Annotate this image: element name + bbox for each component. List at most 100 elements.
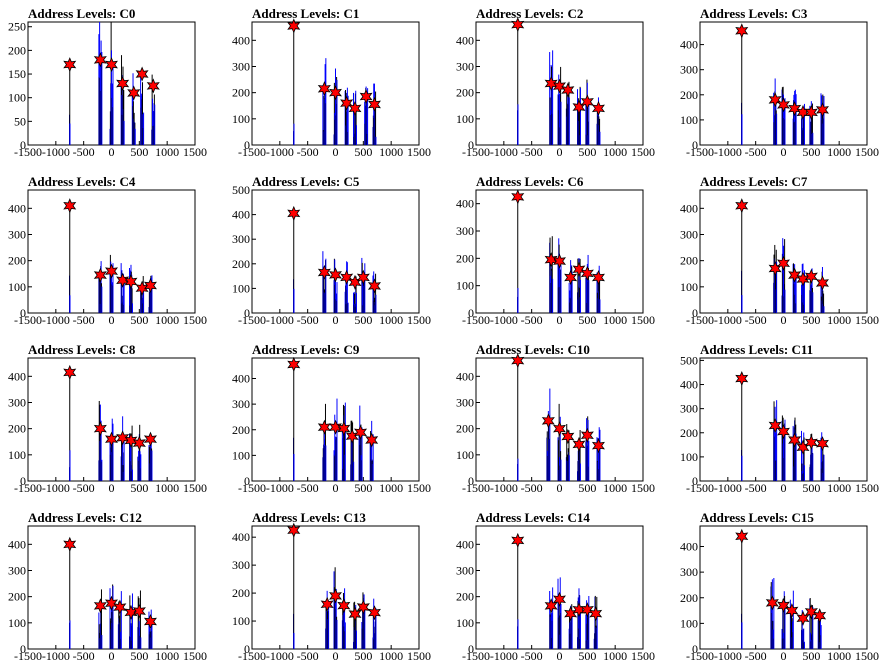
- x-tick-label: -1000: [490, 145, 518, 159]
- y-tick-label: 400: [680, 540, 698, 554]
- x-tick-label: -1500: [686, 313, 714, 327]
- histogram-plot: -1500 -1000 -500 0 500 1000 1500 0 100 200 300 400: [680, 189, 879, 327]
- peak-marker: [777, 255, 790, 271]
- x-tick-label: -1000: [266, 481, 294, 495]
- x-tick-label: 0: [781, 649, 787, 663]
- y-tick-label: 500: [680, 353, 698, 367]
- peak-marker: [367, 605, 381, 621]
- histogram-plot: -1500 -1000 -500 0 500 1000 1500 0 50 100 150 200 25…: [8, 20, 207, 159]
- peak-marker: [329, 419, 342, 435]
- peak-marker: [124, 274, 138, 290]
- panel-title: Address Levels: C3: [700, 6, 808, 21]
- x-tick-label: 1000: [827, 649, 851, 663]
- y-tick-label: 400: [680, 201, 698, 215]
- x-tick-label: 1000: [379, 649, 403, 663]
- y-tick-label: 300: [680, 63, 698, 77]
- y-tick-label: 400: [8, 201, 26, 215]
- peak-marker: [553, 421, 566, 437]
- y-tick-label: 400: [456, 33, 474, 47]
- x-tick-label: 1500: [183, 145, 207, 159]
- x-tick-label: 1000: [603, 145, 627, 159]
- histogram-plot: -1500 -1000 -500 0 500 1000 1500 0 100 200 300 400: [232, 522, 431, 663]
- peak-marker: [143, 613, 157, 630]
- y-tick-label: 100: [8, 91, 26, 105]
- peak-marker: [317, 81, 331, 97]
- y-tick-label: 200: [456, 251, 474, 265]
- histogram-plot: -1500 -1000 -500 0 500 1000 1500 0 100 200 300 400: [456, 525, 655, 663]
- peak-marker: [564, 269, 578, 286]
- peak-marker: [356, 269, 370, 285]
- x-tick-label: 0: [109, 481, 115, 495]
- x-tick-label: -1000: [42, 649, 70, 663]
- peak-marker: [804, 604, 818, 620]
- y-tick-label: 200: [232, 586, 250, 600]
- peak-marker: [143, 277, 157, 294]
- peak-marker: [135, 66, 149, 82]
- x-tick-label: 1500: [407, 145, 431, 159]
- peak-marker: [572, 602, 586, 618]
- x-tick-label: -500: [297, 481, 319, 495]
- peak-marker: [329, 588, 342, 604]
- x-tick-label: 500: [578, 649, 596, 663]
- panel-title: Address Levels: C14: [476, 510, 590, 525]
- x-tick-label: 1000: [827, 481, 851, 495]
- y-tick-label: 0: [692, 138, 698, 152]
- x-tick-label: 500: [802, 313, 820, 327]
- peak-marker: [317, 419, 331, 435]
- peak-marker: [337, 420, 351, 437]
- x-tick-label: 1500: [631, 313, 655, 327]
- y-tick-label: 150: [8, 67, 26, 81]
- x-tick-label: 500: [354, 649, 372, 663]
- x-tick-label: 1500: [407, 313, 431, 327]
- peak-marker: [553, 78, 566, 94]
- x-tick-label: -500: [745, 145, 767, 159]
- y-tick-label: 0: [244, 306, 250, 320]
- x-tick-label: 0: [333, 481, 339, 495]
- peak-marker: [367, 96, 381, 112]
- peak-marker: [788, 432, 802, 448]
- x-tick-label: -1000: [490, 649, 518, 663]
- chart-panel: Address Levels: C6 -1500 -1000 -500 0 500 1000…: [448, 168, 672, 336]
- peak-marker: [511, 532, 525, 548]
- peak-marker: [553, 591, 566, 607]
- peak-marker: [804, 434, 818, 450]
- x-tick-label: -1500: [686, 649, 714, 663]
- y-tick-label: 400: [8, 369, 26, 383]
- histogram-plot: -1500 -1000 -500 0 500 1000 1500 0 100 200 300 400: [8, 525, 207, 663]
- peak-marker: [93, 421, 107, 437]
- chart-panel: Address Levels: C2 -1500 -1000 -500 0 500 1000…: [448, 0, 672, 168]
- x-tick-label: -1000: [42, 481, 70, 495]
- x-tick-label: 1500: [183, 649, 207, 663]
- x-tick-label: 1000: [603, 313, 627, 327]
- x-tick-label: 1500: [183, 313, 207, 327]
- x-tick-label: -500: [745, 649, 767, 663]
- x-tick-label: 500: [354, 313, 372, 327]
- chart-panel: Address Levels: C3 -1500 -1000 -500 0 500 1000…: [672, 0, 896, 168]
- x-tick-label: 1500: [855, 649, 879, 663]
- panel-title: Address Levels: C12: [28, 510, 142, 525]
- chart-panel: Address Levels: C7 -1500 -1000 -500 0 500 1000…: [672, 168, 896, 336]
- y-tick-label: 50: [14, 114, 26, 128]
- y-tick-label: 200: [680, 591, 698, 605]
- y-tick-label: 100: [232, 614, 250, 628]
- histogram-plot: -1500 -1000 -500 0 500 1000 1500 0 100 200 300 400: [456, 17, 655, 159]
- x-tick-label: -500: [521, 649, 543, 663]
- y-tick-label: 200: [456, 86, 474, 100]
- chart-panel: Address Levels: C10 -1500 -1000 -500 0 500 100…: [448, 336, 672, 504]
- x-tick-label: -500: [297, 145, 319, 159]
- y-tick-label: 0: [692, 306, 698, 320]
- y-tick-label: 300: [232, 558, 250, 572]
- peak-marker: [580, 94, 594, 110]
- peak-marker: [127, 85, 141, 101]
- peak-marker: [113, 599, 127, 615]
- y-tick-label: 400: [680, 378, 698, 392]
- x-tick-label: 0: [781, 313, 787, 327]
- chart-panel: Address Levels: C12 -1500 -1000 -500 0 500 100…: [0, 504, 224, 672]
- x-tick-label: -500: [521, 481, 543, 495]
- peak-marker: [105, 263, 118, 279]
- x-tick-label: -1000: [42, 145, 70, 159]
- chart-panel: Address Levels: C0 -1500 -1000 -500 0 500 1000…: [0, 0, 224, 168]
- x-tick-label: -1500: [238, 481, 266, 495]
- x-tick-label: 1500: [855, 481, 879, 495]
- x-tick-label: 500: [802, 649, 820, 663]
